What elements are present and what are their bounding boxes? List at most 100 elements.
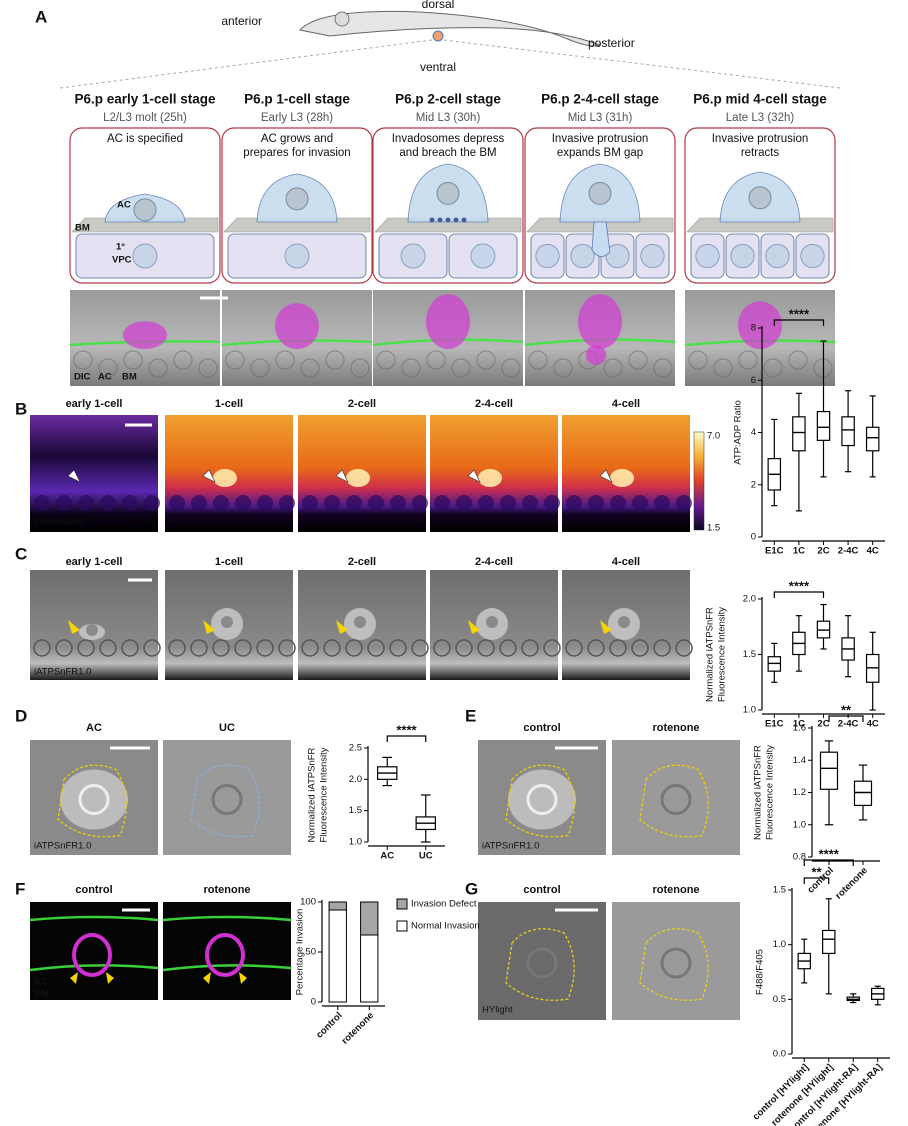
nucleus [676, 495, 692, 511]
box [822, 929, 836, 955]
x-tick-label: 1C [793, 719, 805, 730]
x-tick-label: 2C [817, 546, 829, 557]
image-label: 4-cell [612, 398, 640, 410]
stage-subtitle: Late L3 (32h) [726, 112, 795, 124]
stage-title: P6.p 2-4-cell stage [541, 92, 659, 107]
cell-texture [173, 350, 193, 370]
channel-label: BM [34, 989, 49, 1000]
ac-signal [738, 301, 782, 350]
cell-texture [325, 350, 345, 370]
nucleus [660, 784, 692, 815]
ac-nucleus [354, 616, 366, 628]
nucleus [284, 243, 310, 269]
stage-title: P6.p 1-cell stage [244, 92, 350, 107]
box [841, 416, 855, 447]
nucleus [640, 243, 665, 269]
box [792, 416, 806, 452]
cell-texture [376, 350, 396, 370]
nucleus [765, 243, 790, 269]
nucleus [675, 639, 693, 657]
y-tick-label: 4 [751, 427, 756, 438]
nucleus [521, 639, 539, 657]
nucleus [434, 495, 450, 511]
x-tick-label: rotenone [833, 865, 870, 902]
cell-texture [553, 358, 573, 378]
x-tick-label: 1C [793, 546, 805, 557]
orientation-label: ventral [420, 60, 456, 74]
nucleus [302, 495, 318, 511]
orientation-label: posterior [588, 36, 635, 50]
nucleus [368, 495, 384, 511]
micrograph [612, 902, 740, 1020]
bm-signal [162, 964, 292, 972]
stage-description: prepares for invasion [243, 147, 350, 159]
panel-letter: B [15, 399, 27, 418]
stage-subtitle: Early L3 (28h) [261, 112, 333, 124]
nucleus [522, 495, 538, 511]
significance-bracket [803, 859, 854, 866]
nucleus [660, 947, 692, 979]
cell-texture [98, 358, 118, 378]
nucleus [168, 639, 186, 657]
image-label: early 1-cell [66, 398, 123, 410]
invadosome [437, 217, 443, 223]
cell-texture [763, 358, 783, 378]
nucleus [730, 243, 755, 269]
ac-nucleus [86, 624, 98, 636]
nucleus [78, 495, 94, 511]
arrowhead [600, 620, 612, 634]
y-tick-label: 2.5 [349, 743, 362, 754]
nucleus [99, 639, 117, 657]
image-label: control [523, 884, 560, 896]
invadosome [461, 217, 467, 223]
nucleus [121, 639, 139, 657]
nucleus [278, 639, 296, 657]
nucleus [390, 495, 406, 511]
nucleus [565, 639, 583, 657]
bar-segment [328, 901, 347, 911]
bar-segment [360, 901, 379, 936]
reporter-label: iATPSnFR1.0 [34, 841, 91, 852]
cell-texture [788, 350, 808, 370]
ac-signal [426, 294, 470, 349]
legend-swatch [396, 898, 408, 910]
arrowhead [335, 469, 349, 483]
box [816, 411, 831, 441]
nucleus [470, 243, 496, 269]
y-tick-label: 1.5 [773, 885, 786, 896]
cell-texture [225, 350, 245, 370]
legend-label: Invasion Defect [411, 899, 477, 910]
bm-signal [29, 915, 159, 922]
nucleus [433, 639, 451, 657]
nucleus [477, 639, 495, 657]
ac-nucleus [618, 616, 630, 628]
ac-signal [578, 294, 622, 349]
y-tick-label: 100 [300, 897, 316, 908]
cell-outline [57, 764, 127, 838]
box [853, 780, 873, 807]
significance-bracket [773, 319, 825, 326]
invadosome [453, 217, 459, 223]
nucleus [345, 639, 363, 657]
image-label: 4-cell [612, 556, 640, 568]
protrusion [591, 221, 611, 257]
bm-signal [29, 964, 159, 972]
ac-nucleus [221, 616, 233, 628]
nucleus [213, 495, 229, 511]
stage-description: AC grows and [261, 133, 333, 145]
x-tick-label: 2-4C [838, 719, 859, 730]
box [865, 426, 880, 452]
cell-signal [508, 769, 576, 830]
x-tick-label: UC [419, 851, 433, 862]
image-label: rotenone [203, 884, 250, 896]
x-tick-label: 4C [867, 546, 879, 557]
nucleus [212, 639, 230, 657]
reporter-label: HYlight [482, 1005, 513, 1016]
panel-letter: F [15, 879, 25, 898]
arrowhead [203, 620, 215, 634]
nucleus [234, 639, 252, 657]
cell-texture [603, 358, 623, 378]
x-tick-label: 2-4C [838, 546, 859, 557]
diagram-label: BM [75, 223, 90, 234]
